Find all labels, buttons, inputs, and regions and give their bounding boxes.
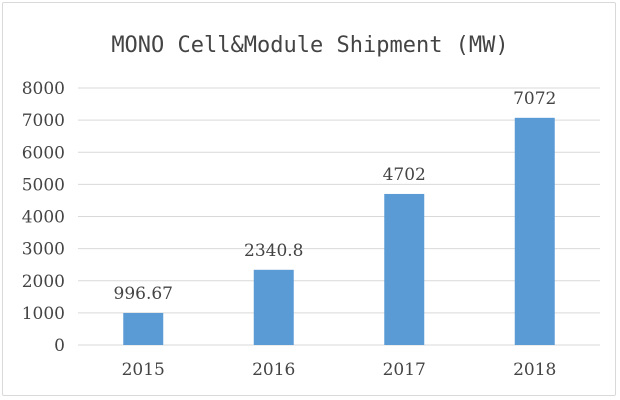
y-tick-label: 0 — [54, 336, 65, 356]
y-tick-label: 7000 — [22, 111, 65, 131]
x-tick-label: 2017 — [383, 360, 426, 380]
bars — [123, 117, 555, 345]
chart-frame — [2, 2, 616, 396]
x-tick-label: 2018 — [513, 360, 556, 380]
bar-2017 — [384, 193, 425, 345]
x-axis-ticks: 2015 2016 2017 2018 — [122, 360, 557, 380]
bar-2015 — [123, 312, 164, 345]
y-tick-label: 4000 — [22, 208, 65, 228]
bar-2018 — [514, 117, 555, 345]
y-axis-ticks: 0 1000 2000 3000 4000 5000 6000 7000 8000 — [22, 79, 65, 356]
grid-lines — [78, 87, 600, 346]
data-labels: 996.67 2340.8 4702 7072 — [114, 89, 557, 304]
y-tick-label: 5000 — [22, 175, 65, 195]
data-label-2018: 7072 — [513, 89, 556, 109]
y-tick-label: 6000 — [22, 143, 65, 163]
y-tick-label: 8000 — [22, 79, 65, 99]
chart-title: MONO Cell&Module Shipment (MW) — [111, 33, 508, 58]
bar-2016 — [253, 269, 294, 345]
y-tick-label: 2000 — [22, 272, 65, 292]
y-tick-label: 1000 — [22, 304, 65, 324]
data-label-2015: 996.67 — [114, 284, 173, 304]
y-tick-label: 3000 — [22, 240, 65, 260]
data-label-2017: 4702 — [383, 165, 426, 185]
x-tick-label: 2015 — [122, 360, 165, 380]
x-tick-label: 2016 — [252, 360, 295, 380]
data-label-2016: 2340.8 — [244, 241, 303, 261]
